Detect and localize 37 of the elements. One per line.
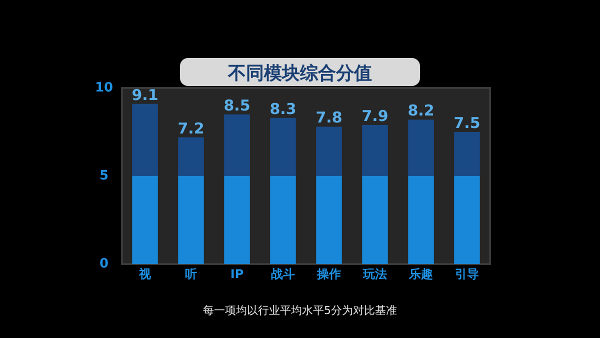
bar <box>316 126 342 176</box>
x-tick-label: 战斗 <box>271 267 295 281</box>
bar <box>132 176 158 264</box>
bar <box>362 176 388 264</box>
total-label: 8.3 <box>270 100 296 118</box>
bar <box>362 124 388 176</box>
x-tick-label: IP <box>230 267 244 281</box>
total-label: 8.2 <box>408 102 434 120</box>
bar <box>224 176 250 264</box>
bar <box>270 118 296 176</box>
y-tick-label: 10 <box>94 80 114 96</box>
x-tick-label: 视 <box>138 267 152 281</box>
bar <box>408 176 434 264</box>
total-label: 8.5 <box>224 96 250 114</box>
total-label: 7.9 <box>362 106 388 125</box>
bar <box>224 114 250 176</box>
chart-title: 不同模块综合分值 <box>227 63 372 84</box>
y-tick-label: 5 <box>99 168 109 184</box>
x-tick-label: 乐趣 <box>408 267 433 281</box>
x-tick-label: 听 <box>185 267 197 281</box>
text: 每一项均以行业平均水平5分为对比基准 <box>203 304 397 317</box>
bar <box>178 176 204 264</box>
total-label: 9.1 <box>132 86 158 104</box>
total-label: 7.5 <box>454 114 480 132</box>
bar <box>408 120 434 176</box>
x-tick-label: 操作 <box>316 267 341 281</box>
bar <box>132 104 158 176</box>
bar <box>270 176 296 264</box>
bar <box>316 176 342 264</box>
bar <box>454 176 480 264</box>
x-tick-label: 引导 <box>455 267 479 281</box>
bar <box>454 132 480 176</box>
x-tick-label: 玩法 <box>362 267 387 281</box>
total-label: 7.8 <box>316 108 342 127</box>
total-label: 7.2 <box>178 119 204 138</box>
bar <box>178 137 204 176</box>
y-tick-label: 0 <box>99 256 109 272</box>
